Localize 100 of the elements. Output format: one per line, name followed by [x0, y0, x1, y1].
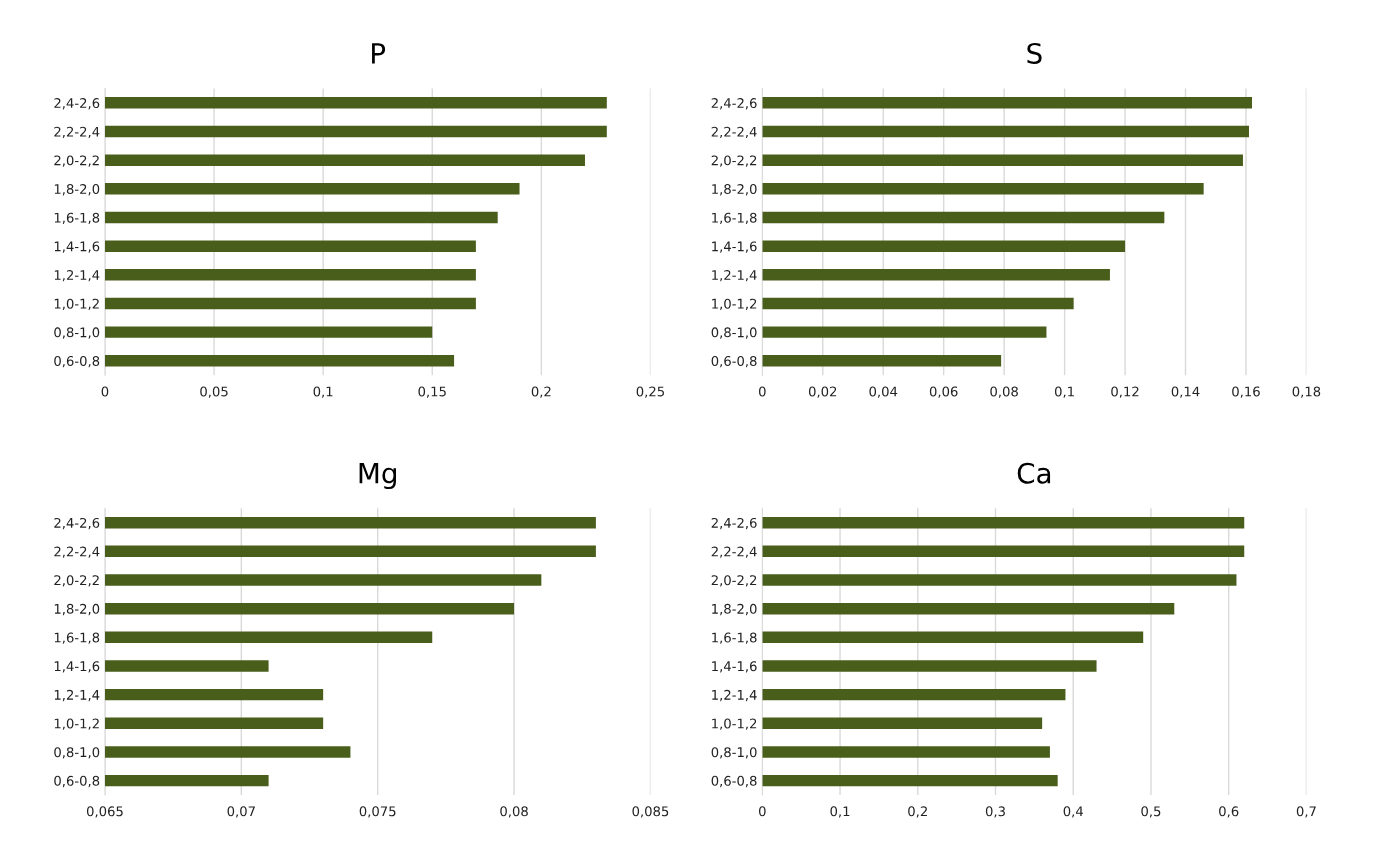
x-tick-label: 0,08	[500, 806, 528, 818]
bar	[104, 125, 607, 138]
y-tick-label: 2,2-2,4	[711, 546, 757, 558]
x-tick-label: 0,065	[86, 806, 123, 818]
bar	[762, 574, 1237, 586]
y-tick-label: 2,4-2,6	[54, 517, 100, 530]
y-tick-label: 1,8-2,0	[54, 603, 100, 616]
bar	[762, 326, 1047, 338]
x-tick-label: 0,04	[869, 386, 898, 398]
y-tick-label: 1,4-1,6	[712, 241, 757, 253]
chart-title: S	[1027, 42, 1042, 64]
y-tick-label: 1,8-2,0	[712, 184, 757, 196]
y-tick-label: 0,8-1,0	[711, 327, 757, 339]
y-tick-label: 2,4-2,6	[54, 98, 100, 110]
y-tick-label: 2,0-2,2	[54, 155, 99, 167]
bar	[762, 240, 1126, 252]
bar	[104, 240, 476, 252]
bar	[762, 183, 1204, 195]
y-tick-label: 1,4-1,6	[712, 661, 757, 673]
bar	[104, 326, 433, 338]
bar	[762, 545, 1245, 558]
y-tick-label: 1,0-1,2	[712, 298, 757, 311]
y-tick-label: 1,8-2,0	[712, 603, 757, 616]
x-tick-label: 0,1	[1054, 386, 1074, 398]
y-tick-label: 0,6-0,8	[711, 356, 757, 368]
x-tick-label: 0,07	[227, 806, 255, 818]
x-tick-label: 0	[758, 806, 766, 817]
chart-title: P	[372, 43, 386, 64]
chart-title: Ca	[1017, 462, 1051, 484]
bar	[762, 297, 1074, 310]
x-tick-label: 0,25	[636, 386, 664, 398]
x-tick-label: 0,4	[1063, 806, 1083, 818]
y-tick-label: 0,6-0,8	[711, 775, 757, 788]
x-tick-label: 0,075	[359, 806, 396, 818]
bar	[762, 717, 1043, 730]
y-tick-label: 1,2-1,4	[54, 689, 100, 702]
bar	[762, 631, 1144, 644]
bar	[762, 269, 1110, 281]
bar	[104, 297, 476, 310]
bar	[762, 211, 1165, 224]
x-tick-label: 0,02	[808, 386, 837, 398]
x-tick-label: 0,18	[1292, 386, 1321, 398]
x-tick-label: 0,12	[1111, 386, 1139, 398]
y-tick-label: 2,4-2,6	[711, 98, 757, 110]
x-tick-label: 0,08	[990, 386, 1018, 398]
x-tick-label: 0,7	[1296, 806, 1316, 818]
y-tick-label: 2,2-2,4	[711, 126, 757, 139]
x-tick-label: 0,15	[418, 386, 446, 398]
y-tick-label: 1,6-1,8	[712, 212, 757, 225]
x-tick-label: 0,3	[985, 806, 1005, 818]
y-tick-label: 2,2-2,4	[54, 546, 100, 558]
y-tick-label: 0,8-1,0	[54, 747, 100, 759]
bar	[104, 183, 520, 195]
y-tick-label: 1,4-1,6	[54, 241, 100, 253]
x-tick-label: 0,5	[1141, 806, 1161, 818]
y-tick-label: 1,2-1,4	[712, 689, 757, 702]
x-tick-label: 0,05	[200, 386, 228, 398]
y-tick-label: 1,0-1,2	[54, 298, 99, 311]
y-tick-label: 0,8-1,0	[711, 747, 757, 759]
bar	[762, 602, 1175, 615]
y-tick-label: 2,0-2,2	[711, 575, 757, 587]
x-tick-label: 0,085	[632, 806, 669, 818]
bar	[762, 355, 1002, 367]
y-tick-label: 2,2-2,4	[54, 126, 100, 139]
x-tick-label: 0,2	[908, 806, 927, 818]
bar	[762, 97, 1253, 109]
bar	[762, 774, 1058, 787]
x-tick-label: 0,06	[929, 386, 958, 398]
x-tick-label: 0,2	[531, 386, 551, 398]
bar	[104, 269, 476, 281]
y-tick-label: 1,4-1,6	[54, 661, 100, 673]
y-tick-label: 1,2-1,4	[712, 270, 757, 282]
x-tick-label: 0,16	[1232, 386, 1260, 398]
bar	[762, 688, 1066, 701]
y-tick-label: 1,0-1,2	[712, 718, 757, 730]
x-tick-label: 0,6	[1219, 806, 1239, 818]
x-tick-label: 0,1	[313, 386, 333, 398]
x-tick-label: 0	[101, 386, 109, 397]
bar	[104, 211, 498, 224]
x-tick-label: 0,1	[830, 806, 850, 818]
y-tick-label: 1,2-1,4	[54, 270, 100, 282]
bar	[762, 154, 1243, 166]
y-tick-label: 0,6-0,8	[54, 356, 100, 368]
y-tick-label: 1,6-1,8	[712, 632, 757, 644]
y-tick-label: 1,8-2,0	[54, 184, 100, 196]
y-tick-label: 1,0-1,2	[54, 718, 99, 730]
y-tick-label: 1,6-1,8	[54, 212, 100, 225]
y-tick-label: 2,0-2,2	[54, 575, 99, 587]
y-tick-label: 0,8-1,0	[54, 327, 100, 339]
bar	[104, 355, 455, 367]
bar	[104, 154, 585, 166]
x-tick-label: 0	[758, 386, 766, 397]
bar	[762, 125, 1249, 138]
chart-title: Mg	[359, 463, 396, 490]
bar	[762, 746, 1050, 758]
x-tick-label: 0,14	[1171, 386, 1200, 398]
bar	[104, 97, 607, 109]
y-tick-label: 2,0-2,2	[711, 155, 757, 167]
bar	[762, 516, 1245, 529]
y-tick-label: 0,6-0,8	[54, 775, 100, 788]
